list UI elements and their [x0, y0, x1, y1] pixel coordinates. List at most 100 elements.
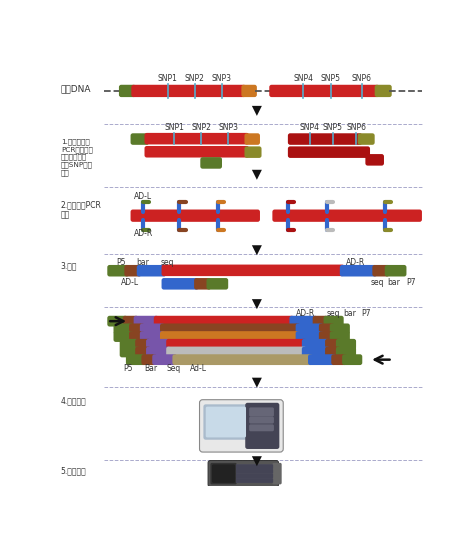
FancyBboxPatch shape [126, 354, 146, 365]
FancyBboxPatch shape [342, 354, 362, 365]
FancyBboxPatch shape [330, 331, 350, 342]
FancyBboxPatch shape [249, 417, 274, 424]
FancyBboxPatch shape [173, 354, 313, 365]
Text: 5.生信分析: 5.生信分析 [61, 466, 87, 475]
FancyBboxPatch shape [107, 316, 128, 327]
Text: seq: seq [161, 258, 174, 267]
FancyBboxPatch shape [236, 469, 273, 473]
FancyBboxPatch shape [129, 323, 145, 334]
Text: P7: P7 [362, 309, 371, 318]
Text: Ad-L: Ad-L [190, 364, 207, 373]
Text: SNP5: SNP5 [320, 74, 340, 83]
FancyBboxPatch shape [249, 407, 274, 417]
FancyBboxPatch shape [241, 85, 257, 97]
FancyBboxPatch shape [336, 339, 356, 349]
FancyBboxPatch shape [374, 85, 392, 97]
FancyBboxPatch shape [330, 323, 350, 334]
FancyBboxPatch shape [325, 339, 341, 349]
FancyBboxPatch shape [166, 347, 307, 357]
FancyBboxPatch shape [296, 323, 324, 334]
FancyBboxPatch shape [200, 400, 283, 452]
Text: P7: P7 [406, 278, 416, 287]
Text: bar: bar [388, 278, 401, 287]
FancyBboxPatch shape [302, 347, 330, 357]
FancyBboxPatch shape [162, 278, 199, 289]
FancyBboxPatch shape [236, 469, 273, 473]
Text: SNP4: SNP4 [300, 123, 319, 132]
FancyBboxPatch shape [245, 403, 279, 449]
Text: AD-R: AD-R [134, 229, 153, 238]
FancyBboxPatch shape [290, 316, 317, 327]
FancyBboxPatch shape [210, 463, 237, 484]
FancyBboxPatch shape [107, 265, 129, 276]
FancyBboxPatch shape [137, 265, 166, 276]
Text: AD-L: AD-L [121, 278, 139, 287]
FancyBboxPatch shape [236, 473, 273, 478]
Text: SNP3: SNP3 [212, 74, 232, 83]
FancyBboxPatch shape [324, 316, 344, 327]
FancyBboxPatch shape [203, 405, 248, 440]
FancyBboxPatch shape [120, 347, 140, 357]
FancyBboxPatch shape [113, 323, 134, 334]
FancyBboxPatch shape [124, 265, 141, 276]
FancyBboxPatch shape [319, 331, 334, 342]
FancyBboxPatch shape [273, 463, 282, 484]
FancyBboxPatch shape [212, 465, 235, 483]
FancyBboxPatch shape [166, 339, 307, 349]
Text: Bar: Bar [144, 364, 157, 373]
FancyBboxPatch shape [194, 278, 211, 289]
FancyBboxPatch shape [373, 265, 390, 276]
FancyBboxPatch shape [273, 210, 422, 222]
Text: bar: bar [137, 258, 149, 267]
FancyBboxPatch shape [113, 331, 134, 342]
Text: SNP1: SNP1 [158, 74, 178, 83]
FancyBboxPatch shape [129, 331, 145, 342]
FancyBboxPatch shape [236, 465, 273, 469]
FancyBboxPatch shape [120, 339, 140, 349]
FancyBboxPatch shape [140, 323, 164, 334]
FancyBboxPatch shape [160, 323, 300, 334]
FancyBboxPatch shape [288, 146, 370, 158]
Text: SNP6: SNP6 [352, 74, 372, 83]
FancyBboxPatch shape [152, 354, 177, 365]
Text: SNP3: SNP3 [218, 123, 238, 132]
Text: P5: P5 [123, 364, 133, 373]
FancyBboxPatch shape [365, 154, 384, 165]
FancyBboxPatch shape [145, 146, 249, 158]
Text: SNP2: SNP2 [191, 123, 211, 132]
FancyBboxPatch shape [236, 478, 273, 483]
FancyBboxPatch shape [340, 265, 377, 276]
FancyBboxPatch shape [319, 323, 334, 334]
FancyBboxPatch shape [208, 460, 279, 486]
FancyBboxPatch shape [131, 85, 246, 97]
FancyBboxPatch shape [154, 316, 294, 327]
Text: 起始DNA: 起始DNA [61, 84, 91, 93]
FancyBboxPatch shape [207, 278, 228, 289]
Text: seq: seq [327, 309, 340, 318]
Text: SNP5: SNP5 [323, 123, 343, 132]
FancyBboxPatch shape [140, 331, 164, 342]
FancyBboxPatch shape [130, 210, 260, 222]
FancyBboxPatch shape [146, 347, 171, 357]
FancyBboxPatch shape [134, 316, 158, 327]
FancyBboxPatch shape [201, 157, 222, 169]
Text: P5: P5 [117, 258, 126, 267]
Text: 2.多重巢式PCR
扩增: 2.多重巢式PCR 扩增 [61, 200, 102, 219]
FancyBboxPatch shape [160, 331, 300, 342]
Text: Seq: Seq [167, 364, 181, 373]
Text: SNP2: SNP2 [185, 74, 205, 83]
FancyBboxPatch shape [123, 316, 138, 327]
FancyBboxPatch shape [145, 133, 249, 145]
Text: AD-L: AD-L [134, 192, 152, 201]
FancyBboxPatch shape [385, 265, 406, 276]
Text: 3.建库: 3.建库 [61, 261, 77, 270]
Text: bar: bar [344, 309, 356, 318]
FancyBboxPatch shape [236, 473, 273, 478]
FancyBboxPatch shape [162, 265, 345, 276]
FancyBboxPatch shape [313, 316, 328, 327]
Text: SNP1: SNP1 [164, 123, 184, 132]
FancyBboxPatch shape [130, 133, 149, 145]
FancyBboxPatch shape [296, 331, 324, 342]
Text: SNP6: SNP6 [346, 123, 366, 132]
FancyBboxPatch shape [141, 354, 157, 365]
